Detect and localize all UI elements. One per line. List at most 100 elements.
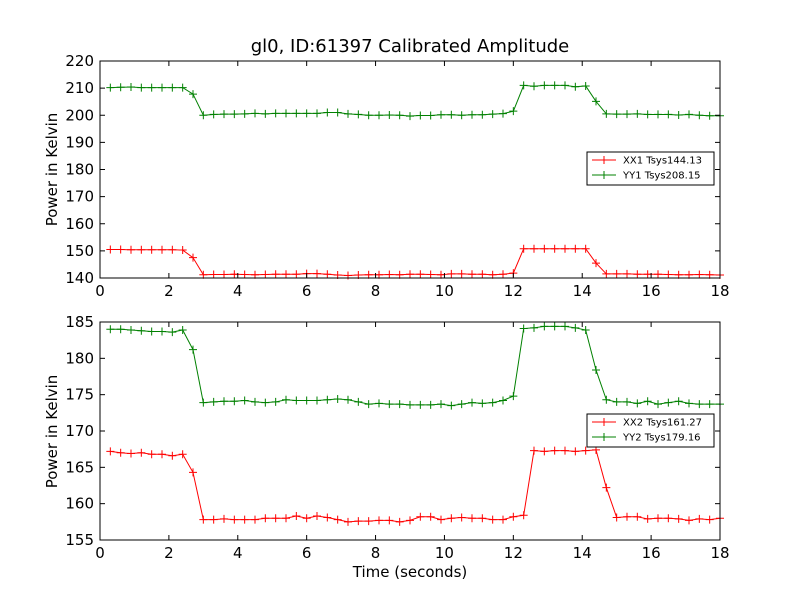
top-chart-point [447, 269, 456, 278]
top-chart-point [488, 270, 497, 279]
bottom-chart-markers [106, 322, 724, 526]
bottom-chart-point [499, 515, 507, 524]
bottom-chart-point [571, 447, 580, 456]
top-chart-point [550, 81, 559, 90]
bottom-chart-point [540, 447, 549, 456]
top-chart-point [416, 270, 425, 279]
bottom-chart-point [602, 395, 611, 404]
bottom-chart-xtick-label: 6 [302, 544, 312, 562]
top-chart-point [220, 270, 228, 279]
bottom-chart-point [127, 325, 135, 334]
bottom-chart-point [344, 395, 352, 404]
top-chart-ticks: 0 2 4 6 8 10 12 14 16 18 140 150 160 170 180 190 200 210 2… [65, 52, 729, 300]
top-chart-point [127, 83, 135, 92]
top-chart-point [478, 270, 487, 279]
bottom-chart-xtick-label: 0 [95, 544, 105, 562]
bottom-chart-point [571, 323, 580, 332]
bottom-chart-point [612, 397, 621, 406]
top-chart-point [540, 244, 549, 253]
top-chart-point [643, 110, 652, 119]
top-chart-legend: XX1 Tsys144.13 YY1 Tsys208.15 [586, 151, 715, 186]
bottom-chart-point [509, 512, 518, 521]
bottom-chart-point [230, 515, 239, 524]
top-chart-point [664, 110, 673, 119]
bottom-chart-xtick-label: 18 [710, 544, 729, 562]
bottom-chart-point [519, 511, 528, 520]
bottom-chart-xtick-label: 16 [642, 544, 661, 562]
top-chart-point [240, 109, 249, 118]
top-chart-point [468, 270, 476, 279]
top-chart-point [271, 109, 280, 118]
bottom-chart-point [705, 515, 714, 524]
bottom-chart-point [116, 325, 125, 334]
bottom-chart-point [178, 325, 187, 334]
top-chart-point [189, 90, 197, 99]
bottom-chart-point [354, 517, 363, 526]
top-chart-point [261, 270, 270, 279]
top-chart-point [602, 109, 611, 118]
bottom-chart-point [530, 446, 538, 455]
bottom-chart-point [271, 514, 280, 523]
bottom-chart-point [158, 327, 166, 336]
top-chart-point [561, 244, 569, 253]
bottom-chart-point [437, 400, 445, 409]
top-chart-point [199, 270, 208, 279]
top-chart-point [426, 270, 435, 279]
bottom-chart-ticks: 0 2 4 6 8 10 12 14 16 18 155 160 165 170 175 180 185 [65, 313, 729, 562]
bottom-chart-point [220, 397, 228, 406]
top-chart-point [323, 270, 332, 279]
bottom-chart-point [375, 399, 383, 408]
bottom-chart-point [333, 395, 342, 404]
bottom-chart-legend-marker-xx2 [600, 418, 608, 426]
bottom-chart-point [364, 400, 373, 409]
bottom-chart-point [457, 400, 466, 409]
top-chart-point [457, 269, 466, 278]
top-chart-point [385, 110, 394, 119]
top-chart-point [633, 109, 642, 118]
bottom-chart-point [282, 514, 290, 523]
bottom-chart-ylabel: Power in Kelvin [43, 375, 61, 489]
top-chart-point [168, 245, 177, 254]
bottom-chart-point [147, 327, 156, 336]
top-chart-point [437, 270, 445, 279]
bottom-chart-ytick-label: 180 [65, 349, 94, 367]
top-chart-xtick-label: 18 [710, 282, 729, 300]
top-chart-point [664, 270, 673, 279]
top-chart-point [519, 244, 528, 253]
top-chart-ytick-label: 200 [65, 106, 94, 124]
bottom-chart-point [158, 450, 166, 459]
top-chart-point [251, 109, 259, 118]
bottom-chart-point [478, 399, 487, 408]
top-chart-point [633, 270, 642, 279]
top-chart-point [168, 83, 177, 92]
top-chart-point [364, 270, 373, 279]
bottom-chart-point [550, 446, 559, 455]
top-chart-xtick-label: 8 [371, 282, 381, 300]
bottom-chart-point [240, 396, 249, 405]
bottom-chart-legend: XX2 Tsys161.27 YY2 Tsys179.16 [586, 413, 715, 448]
bottom-chart-ytick-label: 165 [65, 458, 94, 476]
top-chart-point [705, 270, 714, 279]
bottom-chart-point [416, 400, 425, 409]
bottom-chart-point [447, 401, 456, 410]
top-chart-point [251, 270, 259, 279]
bottom-chart-point [623, 512, 631, 521]
bottom-chart-point [447, 514, 456, 523]
top-chart-point [437, 110, 445, 119]
bottom-chart-point [251, 397, 259, 406]
top-chart-point [561, 81, 569, 90]
top-chart-ytick-label: 160 [65, 215, 94, 233]
bottom-chart-point [416, 512, 425, 521]
bottom-chart-point [664, 514, 673, 523]
bottom-chart-point [633, 512, 642, 521]
top-chart-point [199, 111, 208, 120]
bottom-chart-xtick-label: 14 [573, 544, 592, 562]
bottom-chart-point [251, 515, 259, 524]
bottom-chart-point [116, 448, 125, 457]
bottom-chart-point [685, 516, 693, 525]
top-chart-point [178, 246, 187, 255]
top-chart-point [519, 81, 528, 90]
top-chart-point [581, 244, 590, 253]
top-chart-xtick-label: 10 [435, 282, 454, 300]
